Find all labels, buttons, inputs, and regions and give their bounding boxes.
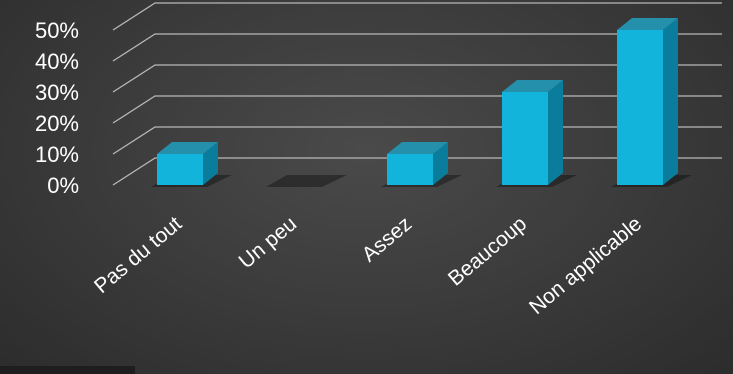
x-category-label: Non applicable	[525, 212, 646, 319]
gridline	[112, 64, 722, 93]
bar	[381, 142, 462, 187]
gridline	[112, 33, 722, 62]
y-tick-label: 50%	[35, 18, 79, 43]
corner-block	[0, 366, 135, 374]
bar-side	[433, 142, 448, 185]
y-tick-label: 20%	[35, 111, 79, 136]
y-tick-label: 10%	[35, 142, 79, 167]
bar-side	[548, 80, 563, 185]
bar-front	[387, 154, 433, 185]
y-tick-label: 30%	[35, 80, 79, 105]
bar-top	[617, 18, 678, 30]
bar-front	[157, 154, 203, 185]
y-axis-ticks: 0% 10% 20% 30% 40% 50%	[35, 18, 79, 198]
bars	[151, 18, 692, 187]
y-tick-label: 40%	[35, 49, 79, 74]
x-category-label: Assez	[358, 212, 417, 266]
x-category-label: Un peu	[235, 212, 302, 273]
bar-side	[663, 18, 678, 185]
x-category-label: Beaucoup	[444, 212, 531, 290]
bar	[266, 175, 347, 187]
bar	[496, 80, 577, 187]
bar-top	[157, 142, 218, 154]
y-tick-label: 0%	[47, 173, 79, 198]
x-category-label: Pas du tout	[90, 212, 186, 298]
bar-top	[502, 80, 563, 92]
bar-top	[387, 142, 448, 154]
bar-front	[502, 92, 548, 185]
bar-side	[203, 142, 218, 185]
bar-shadow	[266, 175, 347, 187]
bar-front	[617, 30, 663, 185]
bar	[151, 142, 232, 187]
bar	[611, 18, 692, 187]
gridline	[112, 2, 722, 31]
